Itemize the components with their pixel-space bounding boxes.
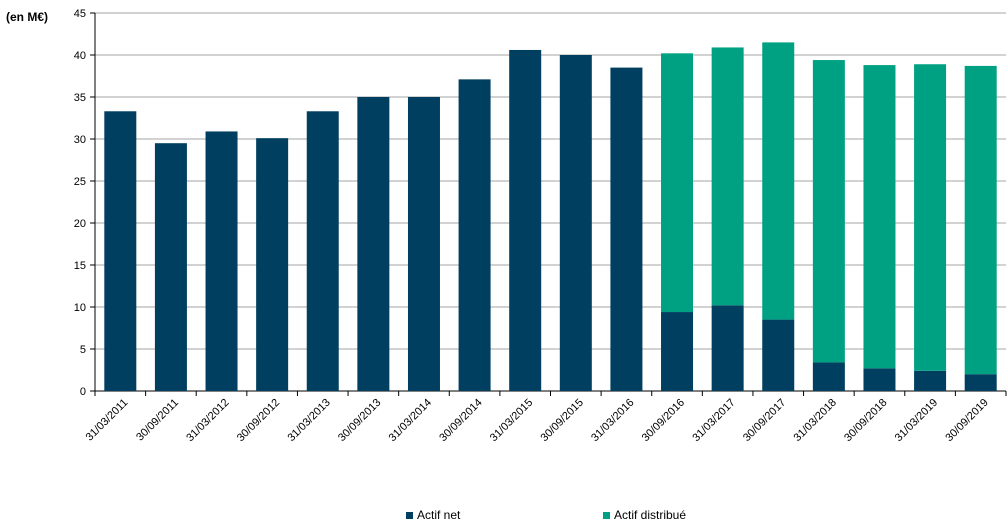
- bars: [104, 42, 997, 392]
- y-tick-label: 45: [74, 8, 86, 20]
- x-tick-label: 30/09/2016: [640, 397, 687, 444]
- bar-actif-net: [610, 67, 643, 391]
- legend-swatch-actif-net: [406, 511, 413, 519]
- bar-actif-net: [104, 111, 137, 391]
- bar-actif-net: [863, 368, 896, 391]
- axes: [94, 13, 1007, 396]
- bar-actif-net: [256, 138, 289, 391]
- y-unit-label: (en M€): [6, 10, 48, 24]
- bar-actif-net: [509, 49, 542, 392]
- bar-actif-net: [812, 362, 845, 391]
- bar-actif-net: [154, 143, 187, 391]
- y-tick-labels: 0 5 10 15 20 25 30 35 40 45: [74, 8, 86, 398]
- x-tick-label: 31/03/2016: [589, 397, 636, 444]
- x-tick-label: 31/03/2017: [690, 397, 737, 444]
- y-tick-label: 5: [80, 344, 86, 356]
- legend-item-actif-distribue: Actif distribué: [603, 508, 686, 522]
- bar-actif-net: [661, 312, 694, 391]
- bar-actif-distribue: [863, 65, 896, 369]
- x-tick-label: 30/09/2014: [437, 397, 484, 444]
- y-tick-label: 40: [74, 50, 86, 62]
- bar-actif-net: [914, 370, 947, 391]
- x-tick-label: 31/03/2015: [488, 397, 535, 444]
- y-tick-label: 20: [74, 218, 86, 230]
- bar-actif-net: [357, 97, 390, 391]
- y-tick-label: 35: [74, 92, 86, 104]
- legend-label-actif-distribue: Actif distribué: [614, 508, 687, 522]
- bar-actif-distribue: [812, 60, 845, 363]
- bar-actif-net: [711, 305, 744, 391]
- x-tick-label: 31/03/2014: [387, 397, 434, 444]
- x-tick-label: 30/09/2017: [741, 397, 788, 444]
- x-tick-label: 30/09/2012: [235, 397, 282, 444]
- bar-actif-net: [762, 319, 795, 391]
- legend-label-actif-net: Actif net: [417, 508, 461, 522]
- x-tick-label: 31/03/2012: [184, 397, 231, 444]
- x-tick-label: 31/03/2019: [893, 397, 940, 444]
- bar-actif-net: [306, 111, 339, 391]
- bar-actif-distribue: [964, 65, 997, 375]
- x-tick-label: 30/09/2018: [842, 397, 889, 444]
- x-tick-label: 30/09/2013: [336, 397, 383, 444]
- y-tick-label: 15: [74, 260, 86, 272]
- y-tick-label: 25: [74, 176, 86, 188]
- x-tick-label: 30/09/2015: [539, 397, 586, 444]
- bar-actif-distribue: [661, 53, 694, 313]
- x-tick-label: 31/03/2013: [285, 397, 332, 444]
- gridlines: [90, 12, 1006, 392]
- bar-actif-distribue: [711, 47, 744, 306]
- y-tick-label: 10: [74, 302, 86, 314]
- x-tick-label: 30/09/2011: [134, 397, 181, 444]
- bar-actif-net: [407, 97, 440, 391]
- x-tick-labels: 31/03/2011 30/09/2011 31/03/2012 30/09/2012…: [84, 397, 991, 444]
- bar-actif-net: [458, 79, 491, 392]
- x-tick-label: 31/03/2011: [84, 397, 131, 444]
- legend-swatch-actif-distribue: [603, 511, 610, 519]
- y-tick-label: 0: [80, 386, 86, 398]
- bar-actif-net: [559, 55, 592, 391]
- legend-item-actif-net: Actif net: [406, 508, 460, 522]
- bar-actif-distribue: [914, 64, 947, 371]
- bar-actif-distribue: [762, 42, 795, 320]
- x-tick-label: 31/03/2018: [792, 397, 839, 444]
- y-tick-label: 30: [74, 134, 86, 146]
- x-tick-label: 30/09/2019: [943, 397, 990, 444]
- legend: Actif net Actif distribué: [0, 508, 1008, 523]
- bar-actif-net: [205, 131, 238, 391]
- bar-actif-net: [964, 374, 997, 391]
